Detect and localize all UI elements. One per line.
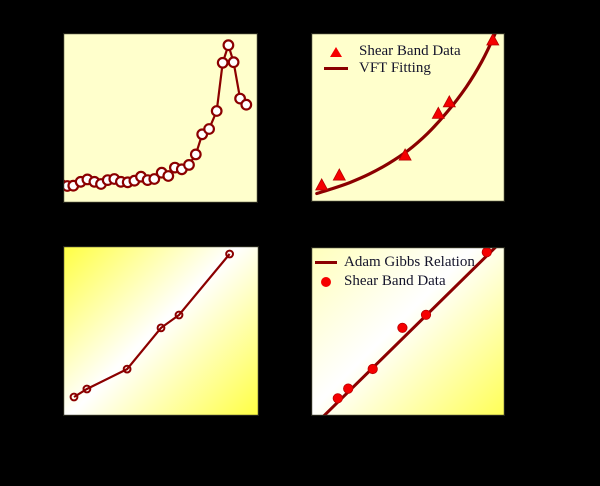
panel-d-plot-area <box>311 247 505 416</box>
legend-label: VFT Fitting <box>359 60 431 76</box>
legend-row-vft-fitting: VFT Fitting <box>324 60 461 77</box>
swatch-box <box>324 46 348 57</box>
legend-label: Adam Gibbs Relation <box>344 254 475 270</box>
legend-row-shear-band-data: Shear Band Data <box>315 272 475 291</box>
panel-b-plot-area <box>311 33 505 202</box>
swatch-box <box>315 276 337 287</box>
panel-c-ring-line-plot <box>63 246 259 416</box>
legend-label: Shear Band Data <box>359 43 461 59</box>
panel-d-adam-gibbs-plot: Adam Gibbs Relation Shear Band Data <box>311 247 505 416</box>
triangle-swatch-icon <box>330 46 342 57</box>
line-swatch-icon <box>315 261 337 264</box>
panel-a-plot-area <box>63 33 258 203</box>
panel-b-legend: Shear Band Data VFT Fitting <box>324 43 461 77</box>
legend-row-shear-band-data: Shear Band Data <box>324 43 461 60</box>
circle-swatch-icon <box>321 276 331 287</box>
panel-a-peak-curve-plot <box>63 33 258 203</box>
legend-label: Shear Band Data <box>344 273 446 289</box>
swatch-box <box>315 261 337 264</box>
swatch-box <box>324 67 348 70</box>
panel-b-vft-fit-plot: Shear Band Data VFT Fitting <box>311 33 505 202</box>
line-swatch-icon <box>324 67 348 70</box>
legend-row-adam-gibbs: Adam Gibbs Relation <box>315 253 475 272</box>
panel-d-legend: Adam Gibbs Relation Shear Band Data <box>315 253 475 291</box>
panel-c-plot-area <box>63 246 259 416</box>
